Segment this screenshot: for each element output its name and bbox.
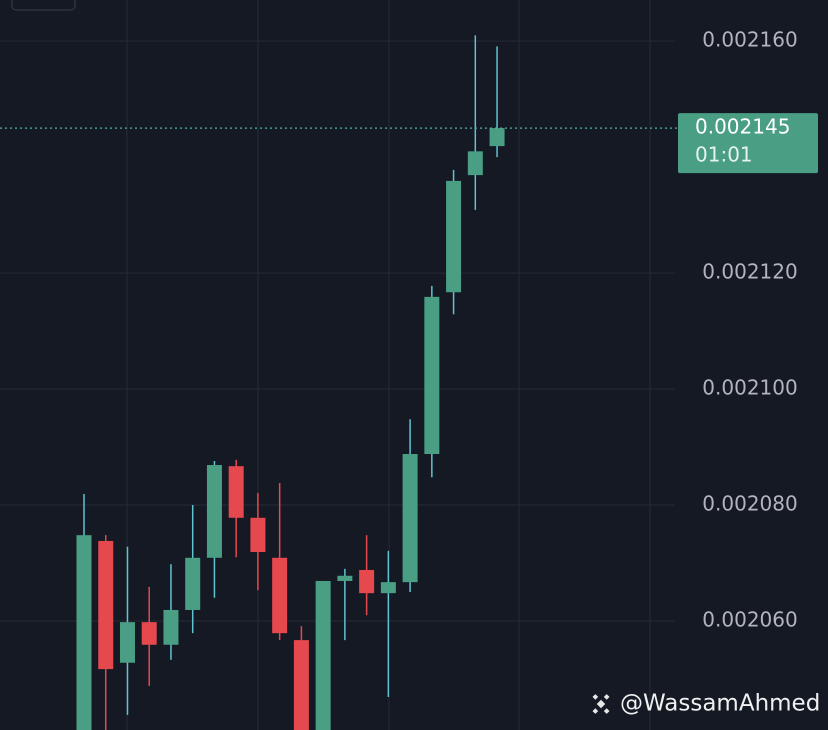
- y-tick-label: 0.002160: [702, 28, 797, 52]
- candle-body: [250, 517, 266, 552]
- candle-body: [141, 622, 157, 645]
- candle-body: [163, 609, 179, 645]
- candle-body: [489, 128, 505, 147]
- y-tick-label: 0.002120: [702, 260, 797, 284]
- y-tick-label: 0.002060: [702, 607, 797, 631]
- candle-body: [315, 580, 331, 730]
- candle-body: [76, 535, 92, 730]
- candle-body: [228, 466, 244, 518]
- watermark: @WassamAhmed: [592, 691, 820, 717]
- candle-body: [98, 540, 114, 670]
- labels: 0.002160 0.002120 0.002100 0.002080 0.002060…: [0, 28, 818, 631]
- candle-body: [185, 557, 201, 610]
- candle-body: [119, 622, 135, 663]
- candle-body: [337, 575, 353, 581]
- y-tick-label: 0.002080: [702, 492, 797, 516]
- y-tick-label: 0.002100: [702, 376, 797, 400]
- watermark-text: @WassamAhmed: [620, 691, 820, 717]
- candle-body: [206, 465, 222, 558]
- last-price-label: 0.002145: [695, 115, 790, 139]
- candle-body: [272, 557, 288, 634]
- candles: [76, 35, 505, 730]
- candle-body: [424, 296, 440, 455]
- candle-body: [467, 151, 483, 176]
- toolbar-button[interactable]: [11, 0, 76, 11]
- candle-body: [380, 582, 396, 594]
- candle-body: [402, 454, 418, 583]
- last-price-box: [678, 113, 818, 174]
- candle-body: [446, 180, 462, 293]
- countdown: 01:01: [695, 143, 753, 167]
- candle-body: [359, 569, 375, 594]
- candle-body: [293, 640, 309, 730]
